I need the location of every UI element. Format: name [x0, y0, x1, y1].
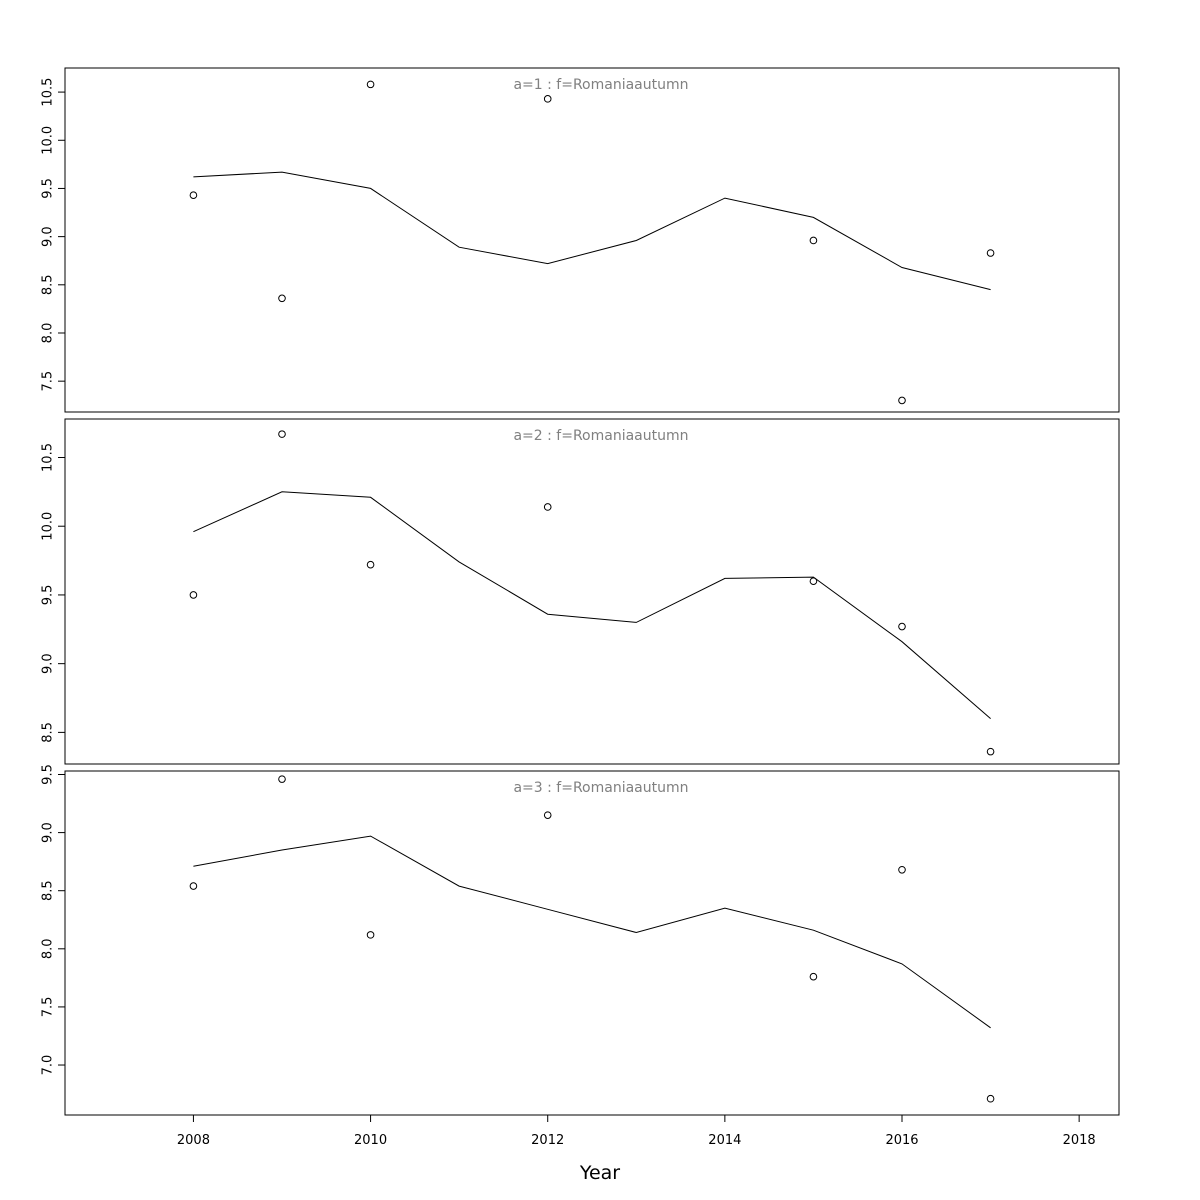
y-tick-label: 10.5 [41, 443, 56, 472]
observed-point [986, 747, 995, 756]
panel-frame [64, 67, 1120, 413]
observed-point [986, 249, 995, 257]
observed-point [366, 931, 375, 939]
y-tick-label: 9.0 [41, 653, 56, 674]
y-tick-label: 8.0 [41, 938, 56, 959]
panel-1: a=1 : f=Romaniaautumn 7.5 8.0 8.5 9.0 9.5 10.0… [41, 67, 1120, 413]
x-tick-label: 2018 [1063, 1133, 1096, 1148]
panel-title: a=1 : f=Romaniaautumn [513, 77, 688, 93]
x-axis: 2008 2010 2012 2014 2016 2018 [177, 1114, 1096, 1148]
y-tick-label: 9.0 [41, 226, 56, 247]
x-tick-label: 2008 [177, 1133, 210, 1148]
fitted-line [193, 491, 991, 719]
x-axis-label: Year [579, 1162, 620, 1184]
y-tick-label: 8.5 [41, 274, 56, 295]
panel-title: a=2 : f=Romaniaautumn [513, 428, 688, 444]
observed-point [986, 1094, 995, 1103]
y-tick-label: 10.5 [41, 78, 56, 107]
observed-point [278, 775, 286, 783]
x-tick-label: 2016 [885, 1133, 918, 1148]
y-tick-label: 10.0 [41, 126, 56, 155]
panel-title: a=3 : f=Romaniaautumn [513, 780, 688, 796]
panel-frame [64, 418, 1120, 765]
y-tick-label: 8.5 [41, 722, 56, 743]
observed-point [366, 80, 375, 89]
y-tick-label: 7.5 [41, 371, 56, 392]
observed-point [898, 622, 906, 631]
observed-point [189, 591, 198, 599]
x-tick-label: 2010 [354, 1133, 387, 1148]
observed-point [189, 882, 198, 890]
observed-point [543, 503, 552, 511]
fitted-line [193, 835, 991, 1029]
y-tick-label: 10.0 [41, 512, 56, 541]
y-tick-label: 8.0 [41, 323, 56, 344]
panel-3: a=3 : f=Romaniaautumn 7.0 7.5 8.0 8.5 9.0 9.5 [41, 764, 1120, 1116]
x-tick-label: 2014 [708, 1133, 741, 1148]
y-tick-label: 9.5 [41, 764, 56, 785]
fitted-line [193, 171, 991, 291]
observed-point [809, 972, 818, 981]
panels: a=1 : f=Romaniaautumn 7.5 8.0 8.5 9.0 9.5 10.0… [41, 67, 1120, 1116]
y-tick-label: 7.5 [41, 997, 56, 1018]
observed-point [189, 191, 198, 199]
y-tick-label: 9.0 [41, 822, 56, 843]
observed-point [809, 577, 818, 585]
observed-point [278, 430, 286, 438]
observed-point [898, 396, 906, 405]
y-tick-label: 8.5 [41, 880, 56, 901]
panel-frame [64, 770, 1120, 1116]
observed-point [898, 865, 906, 874]
y-tick-label: 9.5 [41, 178, 56, 199]
observed-point [543, 95, 552, 103]
y-tick-label: 9.5 [41, 585, 56, 606]
x-tick-label: 2012 [531, 1133, 564, 1148]
panel-2: a=2 : f=Romaniaautumn 8.5 9.0 9.5 10.0 10.5 [41, 418, 1120, 765]
y-tick-label: 7.0 [41, 1055, 56, 1076]
observed-point [809, 236, 818, 245]
observed-point [543, 811, 552, 819]
observed-point [278, 294, 286, 303]
observed-point [366, 560, 375, 569]
